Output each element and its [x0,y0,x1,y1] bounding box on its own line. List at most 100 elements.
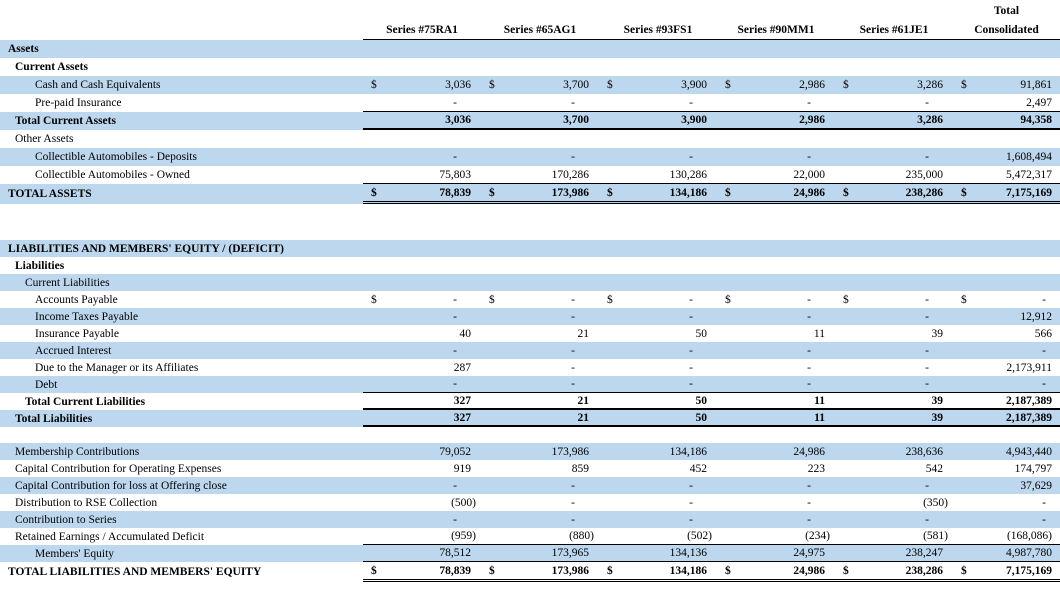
cell: 3,036 [363,112,481,130]
value: - [689,344,693,357]
value: - [689,96,693,109]
value: 919 [453,462,471,475]
value: (500) [451,496,476,509]
cell [835,240,953,257]
cell: - [717,376,835,393]
cell: - [363,511,481,528]
cell: - [953,511,1060,528]
row-label: Membership Contributions [15,445,140,458]
row-label: Current Assets [15,61,88,73]
cell: - [599,511,717,528]
cell: 327 [363,410,481,427]
table-row: TOTAL LIABILITIES AND MEMBERS' EQUITY $78… [0,562,1060,582]
cell: $134,186 [599,184,717,204]
row-label [0,0,363,21]
value: - [571,496,575,509]
cell: 287 [363,359,481,376]
dollar-sign: $ [607,79,613,91]
table-row: Debt - - - - - - [0,376,1060,393]
cell: 39 [835,393,953,410]
cell: $91,861 [953,76,1060,94]
value: 173,986 [551,564,589,577]
cell: 170,286 [481,166,599,184]
cell [835,40,953,58]
cell: $3,036 [363,76,481,94]
cell: - [717,477,835,494]
column-header [717,0,835,21]
cell: 2,173,911 [953,359,1060,376]
cell: 12,912 [953,308,1060,325]
value: 24,975 [793,547,825,559]
cell: $ - [835,291,953,308]
cell: 2,497 [953,94,1060,112]
value: - [925,344,929,357]
table-row: Total [0,0,1060,21]
cell: $3,700 [481,76,599,94]
value: 327 [453,411,471,424]
cell: $78,839 [363,184,481,204]
value: 3,900 [681,114,707,126]
value: 21 [577,327,590,340]
table-row: Other Assets [0,130,1060,148]
cell: 50 [599,410,717,427]
value: 50 [695,411,708,424]
cell: - [717,148,835,166]
value: 223 [807,462,825,475]
table-row: Pre-paid Insurance - - - - - 2,497 [0,94,1060,112]
dollar-sign: $ [961,293,967,306]
dollar-sign: $ [843,293,849,306]
cell: - [481,359,599,376]
value: 174,797 [1014,462,1052,475]
cell: 37,629 [953,477,1060,494]
cell: 21 [481,393,599,410]
column-header: Series #90MM1 [717,21,835,40]
cell: $2,986 [717,76,835,94]
table-row: Total Current Assets 3,036 3,700 3,900 2,986… [0,112,1060,130]
table-row: Current Liabilities [0,274,1060,291]
cell [481,257,599,274]
row-label: Accounts Payable [35,293,118,306]
cell: 327 [363,393,481,410]
value: 39 [931,394,944,407]
value: 37,629 [1020,479,1052,492]
row-label: Liabilities [15,259,65,272]
value: 39 [931,411,944,424]
value: 24,986 [793,445,825,458]
column-header-label: Consolidated [974,24,1039,36]
row-label: Assets [8,43,39,55]
value: 134,186 [669,186,707,199]
cell: - [599,494,717,511]
cell [599,257,717,274]
cell: 2,187,389 [953,393,1060,410]
cell [363,130,481,148]
value: 4,987,780 [1006,547,1052,559]
value: (234) [805,530,830,542]
value: - [807,151,811,163]
cell: - [599,342,717,359]
cell: 859 [481,460,599,477]
value: - [807,378,811,390]
cell: - [481,342,599,359]
cell: (502) [599,528,717,545]
balance-sheet-table: Total Series #75RA1 Series #65AG1 Series #9… [0,0,1060,582]
column-header-label: Series #90MM1 [737,24,815,36]
table-row: Membership Contributions 79,052 173,986 134… [0,443,1060,460]
cell [717,257,835,274]
value: - [689,378,693,390]
row-label: Insurance Payable [35,327,119,340]
cell: 3,700 [481,112,599,130]
value: 2,187,389 [1006,411,1052,424]
value: 134,186 [669,445,707,458]
cell [599,58,717,76]
spacer-row [0,427,1060,443]
cell: - [835,511,953,528]
cell: 134,186 [599,443,717,460]
row-label: Capital Contribution for Operating Expen… [15,462,222,475]
column-header: Series #75RA1 [363,21,481,40]
table-row: Due to the Manager or its Affiliates 287 -… [0,359,1060,376]
cell: $238,286 [835,562,953,582]
value: 11 [814,394,825,407]
row-label: Cash and Cash Equivalents [35,79,161,91]
value: - [453,344,457,357]
cell [953,240,1060,257]
